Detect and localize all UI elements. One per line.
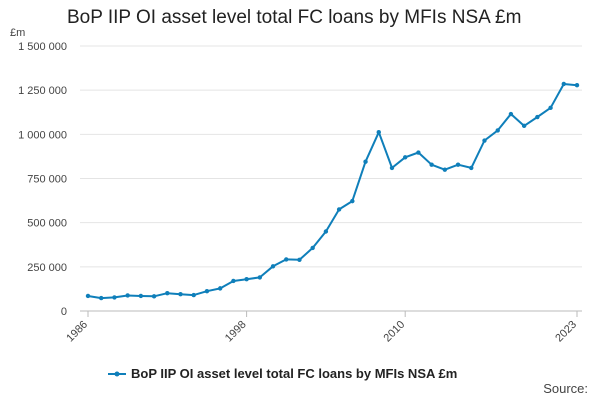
legend-entry: BoP IIP OI asset level total FC loans by… [131,366,457,381]
data-point [574,83,580,88]
x-axis: 1986 1998 2010 2023 [64,311,579,344]
data-point [125,293,130,298]
data-point [469,165,474,171]
y-axis-ticks: 0 250 000 500 000 750 000 1 000 000 1 250 000… [18,41,67,318]
data-point [112,295,117,300]
data-point [389,165,395,171]
data-point [310,245,315,251]
data-point [495,128,500,133]
data-point [204,289,210,294]
data-point [429,162,434,167]
data-point [442,167,448,172]
x-tick-label: 1998 [223,319,249,345]
data-point [191,292,196,298]
y-tick-label: 1 500 000 [18,41,67,53]
x-tick-label: 1986 [64,319,90,345]
data-point [521,123,527,129]
data-point [402,155,408,160]
data-point [257,275,263,280]
source-label: Source: [543,381,588,396]
data-point [455,162,461,167]
data-point [535,114,540,120]
data-point [217,286,223,291]
data-point [350,198,355,204]
y-tick-label: 1 000 000 [18,129,67,141]
x-tick-label: 2010 [382,319,408,345]
data-point [244,277,249,282]
data-point [336,207,342,212]
series-layer [85,81,580,301]
data-point [85,293,91,299]
data-point [561,81,566,87]
y-tick-label: 0 [61,306,67,318]
data-point [416,150,421,155]
data-point [363,159,368,164]
y-tick-label: 500 000 [27,218,67,230]
data-point [138,293,144,299]
y-tick-label: 750 000 [27,174,67,186]
chart-title: BoP IIP OI asset level total FC loans by… [67,7,522,28]
data-point [284,257,289,262]
y-tick-label: 250 000 [27,262,67,274]
data-point [151,294,157,299]
legend: BoP IIP OI asset level total FC loans by… [108,366,457,381]
x-tick-label: 2023 [553,319,579,345]
gridlines [80,45,582,312]
data-point [178,292,183,297]
data-point [548,105,553,111]
data-point [99,295,104,301]
y-axis-label: £m [10,27,25,39]
legend-dot-marker [114,371,120,377]
data-point [323,229,329,234]
y-tick-label: 1 250 000 [18,85,67,97]
data-point [231,278,236,284]
data-point [270,264,276,269]
data-point [165,290,170,296]
series-line [87,83,578,300]
data-point [508,111,514,117]
data-point [482,138,487,143]
data-point [376,130,381,135]
data-point [297,257,302,262]
